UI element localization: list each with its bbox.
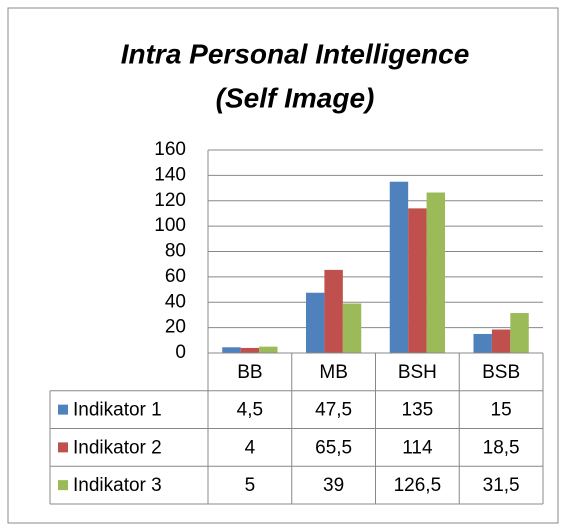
chart-title: (Self Image) bbox=[216, 82, 375, 113]
table-value: 114 bbox=[402, 437, 433, 458]
y-tick-label: 160 bbox=[154, 139, 186, 160]
y-tick-label: 60 bbox=[165, 266, 186, 287]
y-tick-label: 80 bbox=[165, 241, 186, 262]
y-tick-label: 0 bbox=[175, 342, 186, 363]
table-value: 47,5 bbox=[315, 400, 352, 421]
legend-label: Indikator 1 bbox=[73, 400, 162, 421]
table-value: 4 bbox=[245, 437, 256, 458]
bar bbox=[342, 303, 362, 353]
table-value: 4,5 bbox=[237, 400, 263, 421]
bar bbox=[324, 269, 343, 353]
x-tick-label: BB bbox=[237, 362, 262, 383]
legend-swatch bbox=[58, 480, 68, 491]
table-value: 31,5 bbox=[483, 475, 520, 496]
bar bbox=[408, 208, 427, 353]
y-tick-label: 40 bbox=[165, 291, 186, 312]
x-tick-label: BSB bbox=[482, 362, 520, 383]
bar bbox=[426, 192, 446, 353]
table-value: 5 bbox=[245, 475, 256, 496]
bar bbox=[259, 346, 278, 353]
x-tick-label: MB bbox=[319, 362, 348, 383]
y-tick-label: 140 bbox=[154, 164, 186, 185]
bar bbox=[510, 313, 529, 353]
table-value: 65,5 bbox=[315, 437, 352, 458]
bar bbox=[305, 292, 325, 353]
table-value: 39 bbox=[323, 475, 344, 496]
legend-label: Indikator 2 bbox=[73, 437, 162, 458]
legend-swatch bbox=[58, 404, 68, 415]
x-tick-label: BSH bbox=[398, 362, 437, 383]
bar bbox=[491, 329, 511, 353]
legend-swatch bbox=[58, 442, 68, 453]
bar bbox=[473, 333, 492, 353]
table-value: 15 bbox=[491, 400, 512, 421]
bar bbox=[389, 181, 409, 353]
chart-border bbox=[7, 7, 559, 524]
legend-label: Indikator 3 bbox=[73, 475, 162, 496]
table-value: 126,5 bbox=[394, 475, 442, 496]
y-tick-label: 100 bbox=[154, 215, 186, 236]
chart-title: Intra Personal Intelligence bbox=[121, 38, 470, 69]
y-tick-label: 20 bbox=[165, 317, 186, 338]
table-value: 135 bbox=[402, 400, 434, 421]
bar bbox=[222, 347, 241, 353]
bar bbox=[240, 347, 260, 353]
y-tick-label: 120 bbox=[154, 190, 186, 211]
table-value: 18,5 bbox=[483, 437, 520, 458]
